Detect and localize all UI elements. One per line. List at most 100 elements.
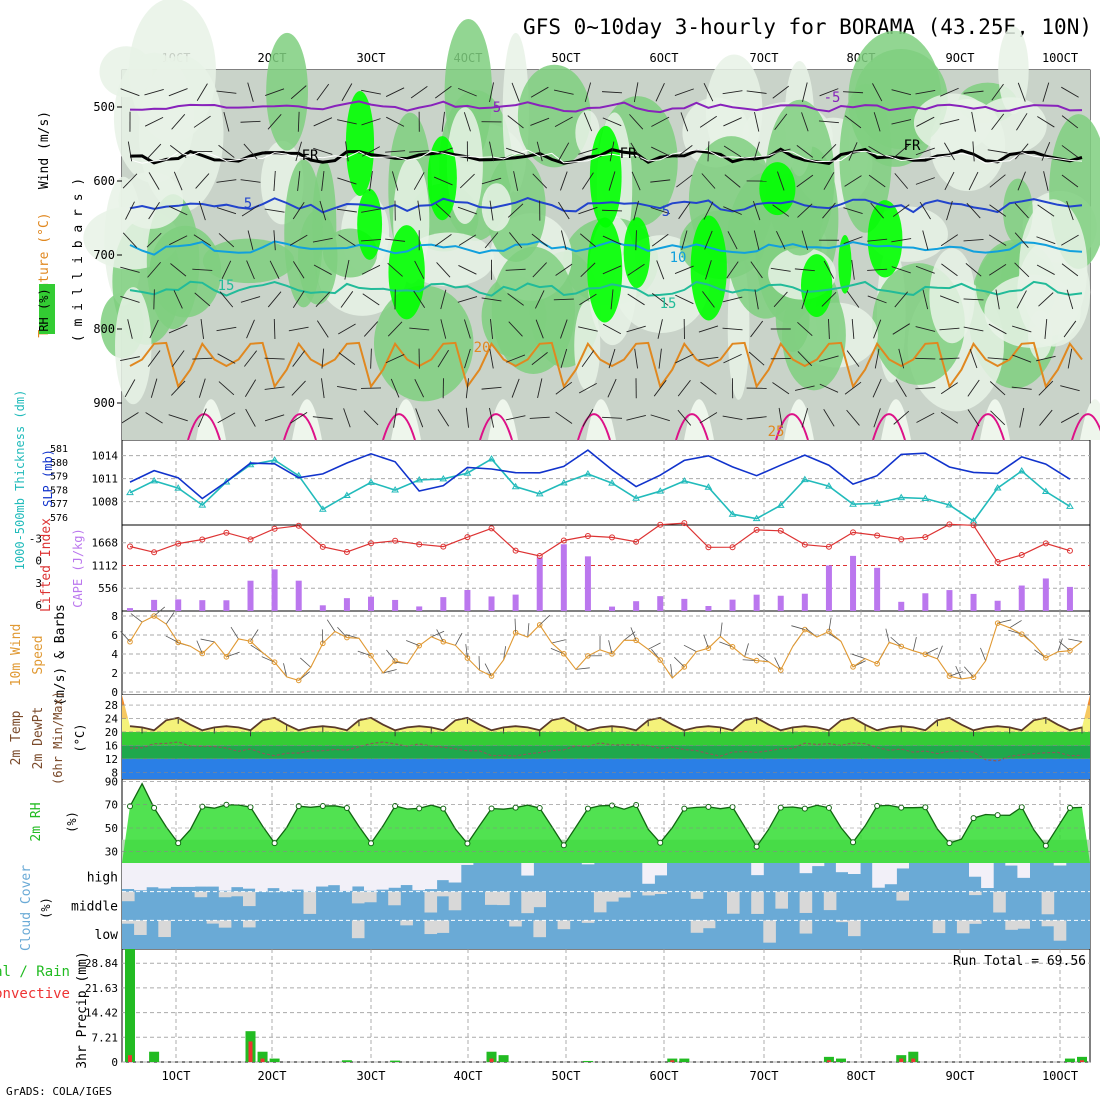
precip-tick-label: 7.21: [92, 1031, 119, 1044]
precip-axis-label: 3hr Precip (mm): [75, 951, 90, 1068]
bottom-date-label: 6OCT: [650, 1069, 679, 1083]
rh2m-point: [489, 806, 494, 811]
cape-bar: [633, 601, 639, 611]
cape-bar: [248, 581, 254, 611]
rh2m-point: [971, 816, 976, 821]
cloud-gap: [400, 863, 413, 885]
cloud-gap: [691, 892, 704, 899]
temp-tick-label: 16: [105, 739, 118, 752]
temp-unit-label: (°C): [73, 724, 87, 753]
cloud-gap: [412, 863, 425, 890]
contour-label: FR: [620, 146, 637, 162]
rh-contour-fill: [998, 27, 1029, 115]
cloud-gap: [170, 863, 183, 887]
bottom-date-label: 2OCT: [258, 1069, 287, 1083]
cape-bar: [1067, 587, 1073, 611]
rh2m-tick-label: 70: [105, 799, 118, 812]
precip-convective-label: Convective: [0, 986, 70, 1002]
cloud-gap: [594, 892, 607, 913]
precip-bar: [679, 1059, 689, 1062]
top-date-label: 3OCT: [357, 51, 386, 65]
convective-bar: [911, 1059, 915, 1062]
temp-band: [122, 745, 1090, 758]
cloud-gap: [122, 863, 135, 889]
cape-bar: [730, 600, 736, 611]
cloud-level-label: middle: [71, 899, 118, 914]
contour-label: 15: [218, 278, 235, 294]
cape-bar: [898, 602, 904, 611]
contour-label: 20: [474, 340, 491, 356]
cloud-gap: [425, 863, 438, 889]
cloud-gap: [751, 863, 764, 875]
convective-bar: [490, 1059, 494, 1062]
rh-high-fill: [868, 200, 903, 277]
rh2m-point: [778, 805, 783, 810]
rh2m-point: [272, 841, 277, 846]
cloud-gap: [449, 892, 462, 911]
precip-bar: [390, 1061, 400, 1062]
convective-bar: [827, 1060, 831, 1062]
cape-bar: [995, 601, 1001, 611]
precip-bar: [499, 1055, 509, 1062]
footer-credit: GrADS: COLA/IGES: [6, 1085, 112, 1098]
cape-bar: [464, 590, 470, 611]
cape-bar: [175, 599, 181, 611]
rh-contour-fill: [284, 160, 323, 308]
cloud-gap: [437, 863, 450, 880]
cape-bar: [440, 597, 446, 611]
rh-contour-fill: [1019, 199, 1087, 335]
bottom-date-label: 10OCT: [1042, 1069, 1078, 1083]
rh2m-point: [344, 805, 349, 810]
wind10m-axis-label: 10m Wind: [9, 624, 24, 687]
rh-high-fill: [759, 162, 795, 215]
cloud-gap: [437, 892, 450, 897]
temp-tick-label: 20: [105, 726, 118, 739]
cape-bar: [850, 556, 856, 611]
cloud-gap: [195, 892, 208, 898]
cloud-gap: [993, 892, 1006, 913]
cloud-gap: [364, 892, 377, 903]
cloud-gap: [654, 863, 667, 875]
cloud-gap: [400, 920, 413, 925]
cape-bar: [368, 597, 374, 611]
cloud-gap: [896, 863, 909, 868]
cloud-gap: [437, 920, 450, 933]
rh2m-point: [369, 841, 374, 846]
cloud-axis-label: Cloud Cover: [19, 865, 34, 951]
rh-axis-label: RH (%): [37, 288, 51, 331]
rh-contour-fill: [149, 226, 221, 318]
contour-label: FR: [904, 138, 921, 154]
rh2m-point: [176, 841, 181, 846]
top-date-label: 7OCT: [750, 51, 779, 65]
cloud-gap: [122, 892, 135, 902]
rh-high-fill: [590, 126, 622, 228]
cloud-gap: [328, 863, 341, 885]
cape-bar: [754, 595, 760, 611]
pressure-tick-label: 700: [93, 248, 115, 262]
cloud-gap: [582, 863, 595, 864]
rh2m-point: [1019, 805, 1024, 810]
contour-label: 5: [244, 196, 252, 212]
cape-bar: [223, 600, 229, 611]
cloud-gap: [642, 892, 655, 896]
contour-label: 5: [662, 204, 670, 220]
cloud-gap: [703, 920, 716, 928]
cloud-gap: [521, 863, 534, 876]
cloud-gap: [824, 892, 837, 910]
rh2m-point: [754, 844, 759, 849]
rh2m-point: [610, 803, 615, 808]
precip-bar: [342, 1060, 352, 1062]
cloud-gap: [751, 892, 764, 914]
cape-bar: [320, 605, 326, 611]
rh-contour-fill: [492, 247, 575, 374]
rh2m-point: [899, 805, 904, 810]
cloud-gap: [425, 892, 438, 913]
rh2m-unit-label: (%): [65, 811, 79, 833]
temp-tick-label: 12: [105, 753, 118, 766]
wind-tick-label: 6: [111, 629, 118, 642]
cape-bar: [1019, 586, 1025, 611]
contour-label: -5: [824, 90, 841, 106]
cloud-gap: [618, 892, 631, 898]
cloud-gap: [134, 863, 147, 890]
